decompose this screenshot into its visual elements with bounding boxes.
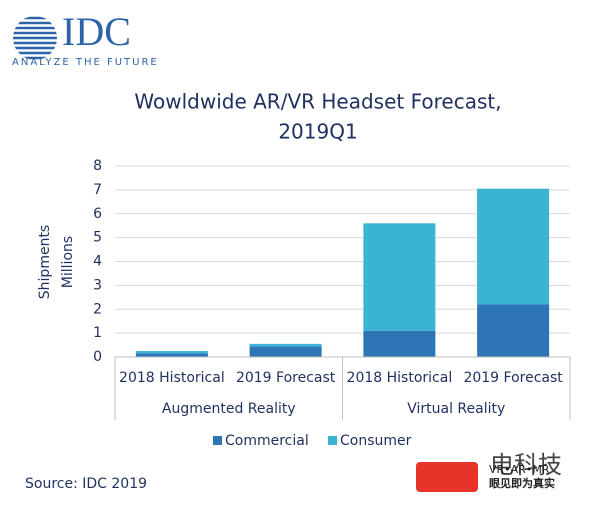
bar [249, 343, 322, 347]
x-tick-label: 2019 Forecast [236, 370, 336, 386]
x-tick-label: 2018 Historical [119, 370, 225, 386]
chart-title: Wowldwide AR/VR Headset Forecast, [134, 90, 501, 114]
legend-label: Consumer [340, 433, 412, 449]
watermark-brand: 电科技 [490, 451, 562, 479]
y-tick-label: 8 [93, 158, 102, 174]
watermark-line: 眼见即为真实 [489, 476, 555, 490]
watermark-logo [416, 462, 478, 492]
y-tick-label: 1 [93, 325, 102, 341]
y-axis-label: Millions [60, 236, 76, 288]
source: Source: IDC 2019 [25, 476, 147, 492]
y-tick-label: 3 [93, 277, 102, 293]
bar [477, 188, 550, 305]
y-tick-label: 2 [93, 301, 102, 317]
chart-title: 2019Q1 [278, 120, 357, 144]
group-label: Augmented Reality [162, 401, 296, 417]
bar [477, 304, 550, 357]
logo-tagline: ANALYZE THE FUTURE [12, 57, 159, 68]
y-tick-label: 4 [93, 254, 102, 270]
bar [249, 346, 322, 357]
y-tick-label: 5 [93, 230, 102, 246]
legend-swatch [328, 436, 337, 445]
y-tick-label: 0 [93, 349, 102, 365]
group-label: Virtual Reality [407, 401, 505, 417]
bar [363, 223, 436, 331]
logo-globe [13, 16, 57, 60]
legend-label: Commercial [225, 433, 309, 449]
watermark-line: VR•AR•MR [489, 463, 550, 476]
bar [135, 351, 208, 354]
x-tick-label: 2018 Historical [347, 370, 453, 386]
y-axis-label: Shipments [37, 225, 53, 299]
legend-swatch [213, 436, 222, 445]
logo-name: IDC [62, 9, 131, 54]
bar [135, 353, 208, 357]
y-tick-label: 7 [93, 182, 102, 198]
y-tick-label: 6 [93, 206, 102, 222]
bar [363, 330, 436, 357]
x-tick-label: 2019 Forecast [463, 370, 563, 386]
